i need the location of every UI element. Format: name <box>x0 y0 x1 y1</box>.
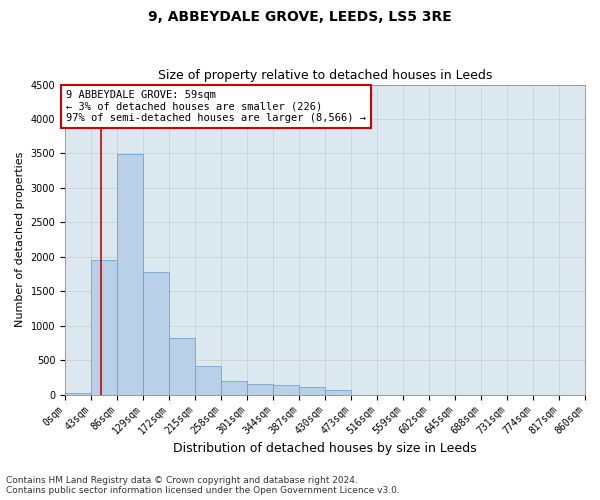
Title: Size of property relative to detached houses in Leeds: Size of property relative to detached ho… <box>158 69 492 82</box>
Bar <box>273 384 299 394</box>
Bar <box>195 366 221 394</box>
Bar <box>91 260 117 394</box>
Bar <box>247 384 273 394</box>
Bar <box>117 154 143 394</box>
X-axis label: Distribution of detached houses by size in Leeds: Distribution of detached houses by size … <box>173 442 477 455</box>
Y-axis label: Number of detached properties: Number of detached properties <box>15 152 25 328</box>
Bar <box>143 272 169 394</box>
Text: 9, ABBEYDALE GROVE, LEEDS, LS5 3RE: 9, ABBEYDALE GROVE, LEEDS, LS5 3RE <box>148 10 452 24</box>
Text: 9 ABBEYDALE GROVE: 59sqm
← 3% of detached houses are smaller (226)
97% of semi-d: 9 ABBEYDALE GROVE: 59sqm ← 3% of detache… <box>66 90 366 124</box>
Bar <box>169 338 195 394</box>
Text: Contains HM Land Registry data © Crown copyright and database right 2024.
Contai: Contains HM Land Registry data © Crown c… <box>6 476 400 495</box>
Bar <box>325 390 351 394</box>
Bar <box>221 382 247 394</box>
Bar <box>299 388 325 394</box>
